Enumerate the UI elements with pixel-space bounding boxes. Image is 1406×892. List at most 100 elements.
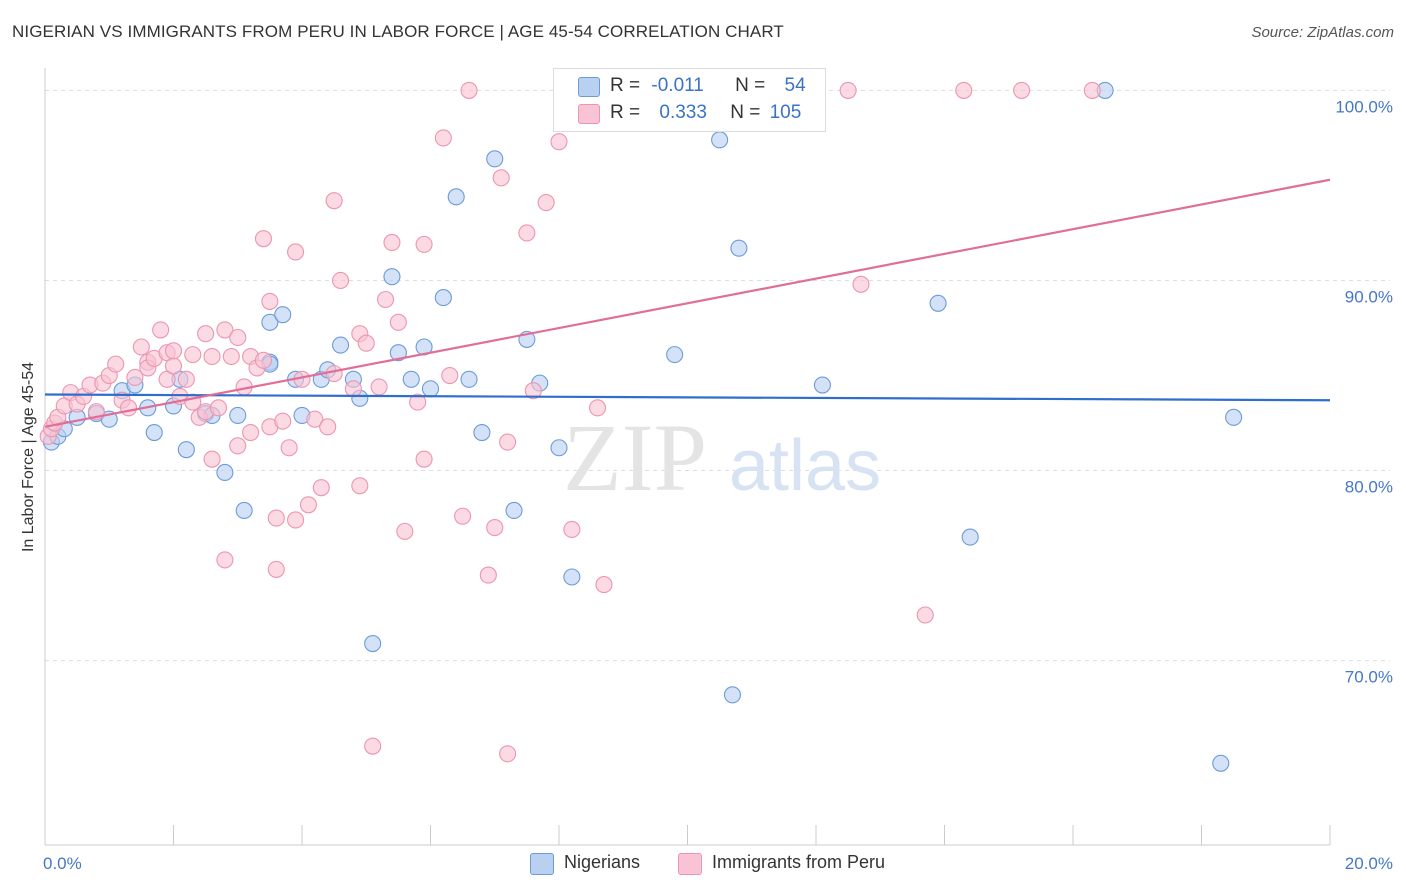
peru-point	[229, 328, 247, 347]
peru-point	[107, 355, 125, 373]
nigerians-point	[402, 370, 420, 388]
nigerians-point	[261, 313, 279, 331]
peru-point	[274, 412, 292, 430]
peru-point	[434, 129, 452, 147]
nigerians-point	[550, 439, 568, 457]
legend-n-label: N =	[730, 102, 761, 123]
peru-trend-line	[44, 178, 1331, 428]
watermark-zip: ZIP	[563, 404, 707, 511]
peru-point	[261, 292, 279, 310]
peru-point	[839, 81, 857, 99]
nigerians-point	[563, 568, 581, 586]
nigerians-point	[421, 380, 440, 398]
nigerians-point	[216, 463, 234, 482]
watermark-atlas: atlas	[729, 426, 881, 506]
peru-point	[563, 520, 581, 539]
peru-point	[325, 192, 343, 210]
peru-point	[312, 479, 330, 497]
watermark: ZIP atlas	[563, 404, 881, 511]
legend-r-label: R =	[610, 75, 641, 96]
nigerians-point	[383, 268, 401, 286]
peru-point	[222, 347, 240, 366]
peru-point	[119, 399, 138, 417]
nigerians-point	[505, 501, 523, 520]
nigerians-point	[666, 346, 684, 364]
legend-swatch-peru	[678, 853, 702, 875]
peru-point	[486, 519, 504, 537]
nigerians-trend-line	[44, 393, 1331, 402]
nigerians-point	[434, 289, 452, 307]
peru-point	[499, 433, 517, 451]
nigerians-point	[723, 686, 742, 704]
peru-point	[126, 368, 144, 386]
peru-point	[254, 230, 273, 248]
nigerians-point	[1212, 754, 1230, 772]
peru-point	[537, 194, 555, 212]
nigerians-point	[145, 423, 163, 442]
peru-point	[267, 509, 285, 527]
peru-point	[383, 233, 401, 252]
chart-source: Source: ZipAtlas.com	[1251, 24, 1394, 41]
peru-point	[254, 351, 273, 369]
peru-point	[916, 606, 934, 624]
legend-n-label: N =	[735, 75, 766, 96]
nigerians-point	[929, 294, 947, 312]
peru-point	[454, 507, 472, 525]
nigerians-point	[177, 441, 195, 459]
nigerians-point	[961, 528, 979, 546]
peru-point	[364, 737, 382, 755]
peru-point	[595, 576, 613, 594]
peru-point	[216, 321, 234, 339]
nigerians-point	[460, 370, 478, 388]
legend-swatch-peru	[578, 104, 600, 124]
peru-point	[216, 551, 234, 569]
y-tick-label: 70.0%	[1345, 668, 1393, 687]
peru-point	[376, 290, 395, 309]
nigerians-point	[473, 423, 491, 442]
peru-point	[331, 271, 350, 290]
trend-lines	[44, 178, 1331, 428]
peru-point	[152, 321, 170, 339]
peru-point	[229, 437, 247, 455]
peru-point	[492, 169, 510, 187]
peru-point	[852, 275, 870, 293]
legend-r-label: R =	[610, 102, 641, 123]
nigerians-point	[389, 344, 407, 362]
peru-point	[299, 496, 317, 514]
peru-point	[325, 365, 343, 383]
nigerians-point	[447, 188, 465, 206]
peru-point	[280, 439, 298, 457]
peru-point	[197, 325, 215, 343]
peru-point	[351, 477, 369, 495]
peru-point	[588, 399, 607, 417]
x-tick-label: 0.0%	[43, 854, 82, 873]
legend-n-value: 105	[769, 102, 802, 123]
peru-point	[344, 380, 362, 398]
chart-title: NIGERIAN VS IMMIGRANTS FROM PERU IN LABO…	[12, 22, 784, 41]
nigerians-point	[1225, 408, 1243, 426]
legend-label-peru: Immigrants from Peru	[712, 852, 886, 872]
x-tick-label: 20.0%	[1345, 854, 1393, 873]
peru-point	[460, 81, 478, 99]
peru-point	[306, 410, 324, 428]
legend-r-value: -0.011	[651, 75, 704, 96]
nigerians-point	[274, 306, 292, 324]
nigerians-point	[229, 406, 247, 424]
y-tick-label: 100.0%	[1335, 97, 1393, 116]
tick-labels: 100.0% 90.0% 80.0% 70.0% 0.0% 20.0%	[43, 97, 1393, 873]
peru-point	[164, 357, 183, 375]
peru-point	[389, 313, 407, 331]
peru-point	[132, 338, 150, 356]
peru-point	[955, 81, 973, 99]
peru-point	[479, 566, 497, 584]
peru-point	[370, 378, 388, 396]
peru-point	[164, 342, 183, 360]
peru-point	[319, 418, 337, 436]
data-points	[39, 81, 1243, 772]
legend-r-value: 0.333	[659, 102, 707, 123]
peru-point	[287, 511, 305, 529]
peru-point	[499, 745, 517, 763]
nigerians-point	[331, 336, 350, 354]
peru-point	[415, 235, 433, 253]
